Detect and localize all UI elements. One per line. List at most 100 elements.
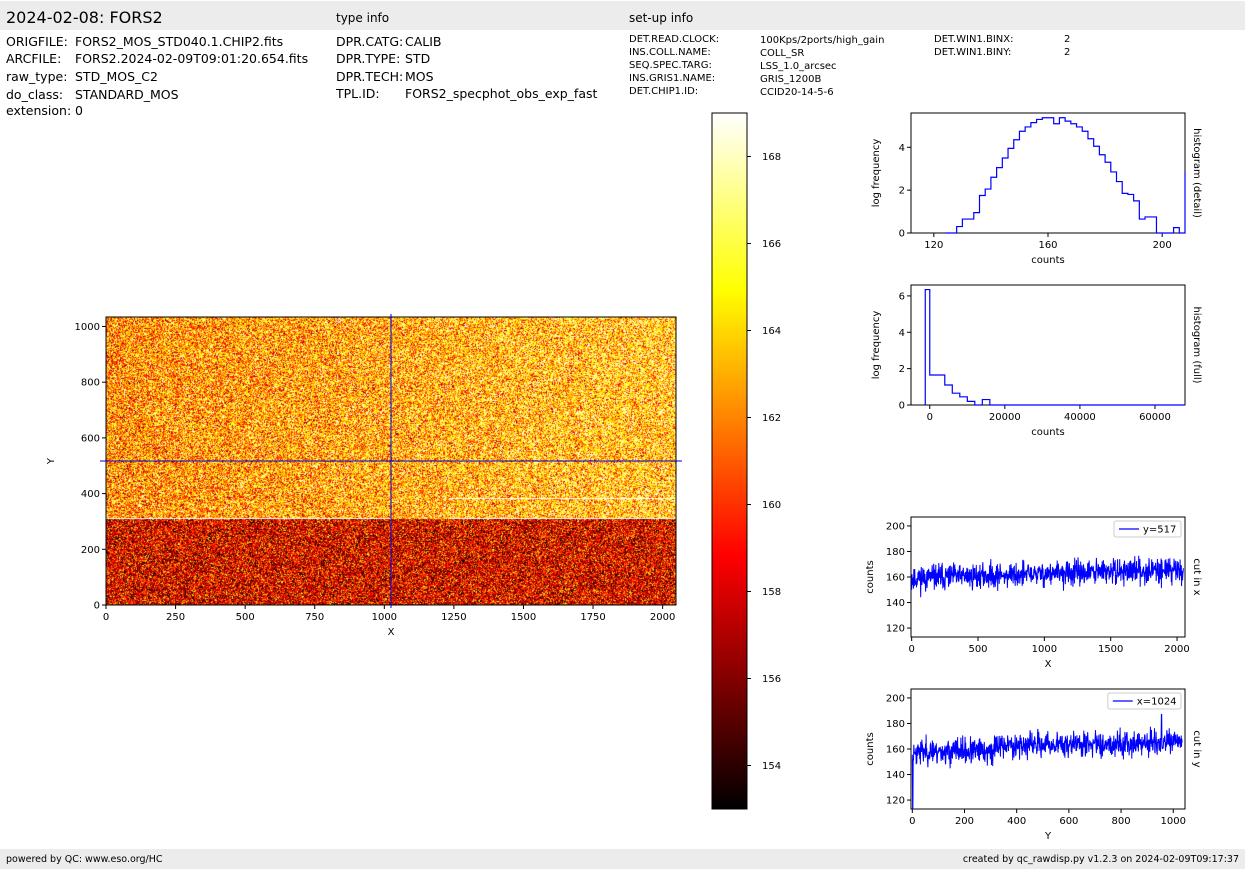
setup-info-key: DET.CHIP1.ID: [629,86,699,97]
x-tick-label: 250 [166,612,185,623]
cut-x-series [911,555,1184,598]
setup-info-title: set-up info [629,11,694,25]
histogram-detail-frame [910,112,1186,234]
colorbar-gradient [712,113,747,809]
x-tick-label: 1500 [511,612,536,623]
type-info-value: MOS [405,69,434,84]
panel-title: cut in x [1191,558,1202,595]
footer-left: powered by QC: www.eso.org/HC [6,854,163,865]
file-info-key: ARCFILE: [6,51,62,66]
type-info-key: DPR.TYPE: [336,51,401,66]
setup-info-key: DET.WIN1.BINY: [934,47,1012,58]
y-tick-label: 0 [899,229,905,240]
x-tick-label: 2000 [650,612,675,623]
type-info-key: DPR.CATG: [336,34,404,49]
colorbar-tick-label: 154 [762,761,781,772]
legend-label: y=517 [1143,525,1176,536]
setup-info-key: INS.COLL.NAME: [629,47,711,58]
x-tick-label: 500 [968,644,987,655]
setup-info-value: COLL_SR [760,48,805,59]
y-axis-label: counts [865,560,876,593]
x-tick-label: 800 [1112,816,1131,827]
y-axis-label: Y [46,457,57,465]
x-tick-label: 120 [924,240,943,251]
y-tick-label: 140 [886,770,905,781]
file-info-value: FORS2_MOS_STD040.1.CHIP2.fits [75,34,284,49]
x-axis-label: counts [1031,427,1064,438]
x-tick-label: 40000 [1064,412,1096,423]
setup-info-value: LSS_1.0_arcsec [760,61,837,72]
file-info-value: 0 [75,103,83,118]
setup-info-value: 2 [1064,34,1071,45]
panel-title: cut in y [1191,730,1202,767]
x-axis-label: counts [1031,255,1064,266]
y-axis-label: counts [865,732,876,765]
y-tick-label: 200 [886,521,905,532]
type-info-title: type info [336,11,390,25]
file-info-key: raw_type: [6,69,68,84]
file-info-value: STANDARD_MOS [75,87,179,102]
setup-info-value: CCID20-14-5-6 [760,87,834,98]
x-axis-label: X [388,627,395,638]
setup-info-key: INS.GRIS1.NAME: [629,73,716,84]
type-info-value: STD [405,51,431,66]
y-tick-label: 6 [899,291,905,302]
panel-title: histogram (full) [1191,306,1202,383]
x-tick-label: 0 [908,644,914,655]
x-tick-label: 0 [927,412,933,423]
x-tick-label: 2000 [1164,644,1189,655]
x-tick-label: 1000 [372,612,397,623]
colorbar-tick-label: 156 [762,674,781,685]
histogram-detail-series [945,117,1186,234]
colorbar-tick-label: 160 [762,500,781,511]
panel-title: histogram (detail) [1191,128,1202,218]
file-info-value: STD_MOS_C2 [75,69,158,84]
file-info-value: FORS2.2024-02-09T09:01:20.654.fits [75,51,309,66]
y-tick-label: 200 [81,545,100,556]
y-tick-label: 4 [899,328,905,339]
y-axis-label: log frequency [871,139,882,208]
page-title: 2024-02-08: FORS2 [6,8,163,27]
legend-label: x=1024 [1137,697,1177,708]
type-info-key: TPL.ID: [336,86,380,101]
type-info-key: DPR.TECH: [336,69,404,84]
colorbar-tick-label: 164 [762,326,781,337]
y-tick-label: 140 [886,598,905,609]
y-tick-label: 180 [886,719,905,730]
file-info-key: ORIGFILE: [6,34,68,49]
y-tick-label: 2 [899,364,905,375]
x-tick-label: 1500 [1098,644,1123,655]
y-tick-label: 160 [886,745,905,756]
y-axis-label: log frequency [871,311,882,380]
file-info-key: extension: [6,103,72,118]
y-tick-label: 1000 [75,322,100,333]
x-axis-label: Y [1044,831,1052,842]
setup-info-value: GRIS_1200B [760,74,822,85]
setup-info-key: DET.WIN1.BINX: [934,34,1014,45]
x-tick-label: 600 [1059,816,1078,827]
histogram-full-series [924,288,1185,406]
x-tick-label: 500 [236,612,255,623]
footer-band [0,849,1245,869]
x-tick-label: 160 [1038,240,1057,251]
cut-y-series [911,714,1183,809]
colorbar-tick-label: 162 [762,413,781,424]
y-tick-label: 0 [94,601,100,612]
setup-info-key: SEQ.SPEC.TARG: [629,60,712,71]
x-tick-label: 20000 [989,412,1021,423]
cut-y-legend [1107,692,1182,710]
file-info-key: do_class: [6,87,64,102]
y-tick-label: 120 [886,796,905,807]
x-tick-label: 200 [955,816,974,827]
y-tick-label: 2 [899,186,905,197]
colorbar-frame [711,112,748,810]
type-info-value: CALIB [405,34,442,49]
x-tick-label: 1750 [580,612,605,623]
setup-info-value: 2 [1064,47,1071,58]
x-tick-label: 1250 [441,612,466,623]
x-tick-label: 0 [103,612,109,623]
y-tick-label: 200 [886,693,905,704]
x-tick-label: 1000 [1032,644,1057,655]
x-tick-label: 750 [305,612,324,623]
